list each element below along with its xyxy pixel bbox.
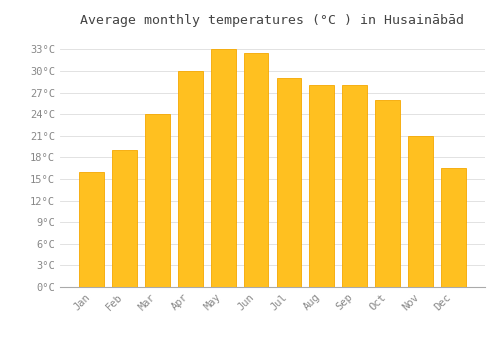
Bar [310,85,334,287]
Bar [376,100,400,287]
Title: Average monthly temperatures (°C ) in Husainābād: Average monthly temperatures (°C ) in Hu… [80,14,464,27]
Bar [244,53,268,287]
Bar [112,150,137,287]
Bar [441,168,466,287]
Bar [211,49,236,287]
Bar [178,71,203,287]
Bar [276,78,301,287]
Bar [145,114,170,287]
Bar [408,136,433,287]
Bar [342,85,367,287]
Bar [80,172,104,287]
